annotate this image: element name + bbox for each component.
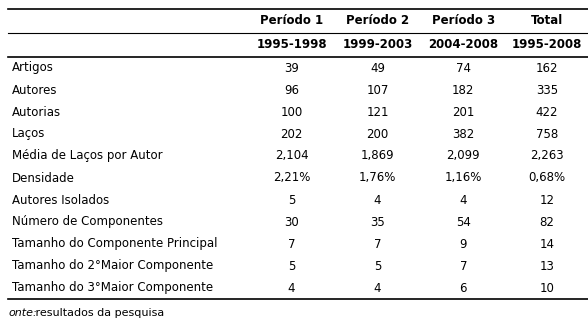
Text: 1,869: 1,869	[360, 150, 395, 162]
Text: Tamanho do Componente Principal: Tamanho do Componente Principal	[12, 238, 218, 250]
Text: Período 2: Período 2	[346, 14, 409, 27]
Text: 121: 121	[366, 106, 389, 118]
Text: 182: 182	[452, 84, 475, 97]
Text: 6: 6	[460, 281, 467, 294]
Text: 200: 200	[366, 128, 389, 140]
Text: 7: 7	[460, 259, 467, 272]
Text: 1,16%: 1,16%	[445, 172, 482, 184]
Text: 5: 5	[374, 259, 381, 272]
Text: 2,263: 2,263	[530, 150, 564, 162]
Text: 2,099: 2,099	[446, 150, 480, 162]
Text: 4: 4	[288, 281, 295, 294]
Text: 2,21%: 2,21%	[273, 172, 310, 184]
Text: 30: 30	[284, 216, 299, 228]
Text: 12: 12	[540, 194, 554, 206]
Text: 49: 49	[370, 62, 385, 75]
Text: 2004-2008: 2004-2008	[428, 39, 499, 51]
Text: Tamanho do 3°Maior Componente: Tamanho do 3°Maior Componente	[12, 281, 213, 294]
Text: 2,104: 2,104	[275, 150, 309, 162]
Text: Média de Laços por Autor: Média de Laços por Autor	[12, 150, 163, 162]
Text: 201: 201	[452, 106, 475, 118]
Text: 96: 96	[284, 84, 299, 97]
Text: Autores Isolados: Autores Isolados	[12, 194, 109, 206]
Text: 1,76%: 1,76%	[359, 172, 396, 184]
Text: 5: 5	[288, 194, 295, 206]
Text: 1999-2003: 1999-2003	[342, 39, 413, 51]
Text: 39: 39	[284, 62, 299, 75]
Text: Período 3: Período 3	[432, 14, 495, 27]
Text: 14: 14	[540, 238, 554, 250]
Text: 382: 382	[452, 128, 475, 140]
Text: Autores: Autores	[12, 84, 58, 97]
Text: resultados da pesquisa: resultados da pesquisa	[32, 308, 164, 318]
Text: 54: 54	[456, 216, 471, 228]
Text: 1995-1998: 1995-1998	[256, 39, 327, 51]
Text: onte:: onte:	[8, 308, 36, 318]
Text: 13: 13	[540, 259, 554, 272]
Text: 9: 9	[460, 238, 467, 250]
Text: Autorias: Autorias	[12, 106, 61, 118]
Text: 162: 162	[536, 62, 559, 75]
Text: 100: 100	[280, 106, 303, 118]
Text: 7: 7	[374, 238, 381, 250]
Text: 35: 35	[370, 216, 385, 228]
Text: 4: 4	[374, 281, 381, 294]
Text: Densidade: Densidade	[12, 172, 75, 184]
Text: 74: 74	[456, 62, 471, 75]
Text: 7: 7	[288, 238, 295, 250]
Text: Tamanho do 2°Maior Componente: Tamanho do 2°Maior Componente	[12, 259, 213, 272]
Text: Número de Componentes: Número de Componentes	[12, 216, 163, 228]
Text: 0,68%: 0,68%	[529, 172, 566, 184]
Text: Laços: Laços	[12, 128, 45, 140]
Text: 202: 202	[280, 128, 303, 140]
Text: 1995-2008: 1995-2008	[512, 39, 582, 51]
Text: 107: 107	[366, 84, 389, 97]
Text: Período 1: Período 1	[260, 14, 323, 27]
Text: 4: 4	[460, 194, 467, 206]
Text: 758: 758	[536, 128, 558, 140]
Text: 10: 10	[540, 281, 554, 294]
Text: Artigos: Artigos	[12, 62, 54, 75]
Text: 82: 82	[540, 216, 554, 228]
Text: 5: 5	[288, 259, 295, 272]
Text: 4: 4	[374, 194, 381, 206]
Text: 422: 422	[536, 106, 559, 118]
Text: 335: 335	[536, 84, 558, 97]
Text: Total: Total	[531, 14, 563, 27]
